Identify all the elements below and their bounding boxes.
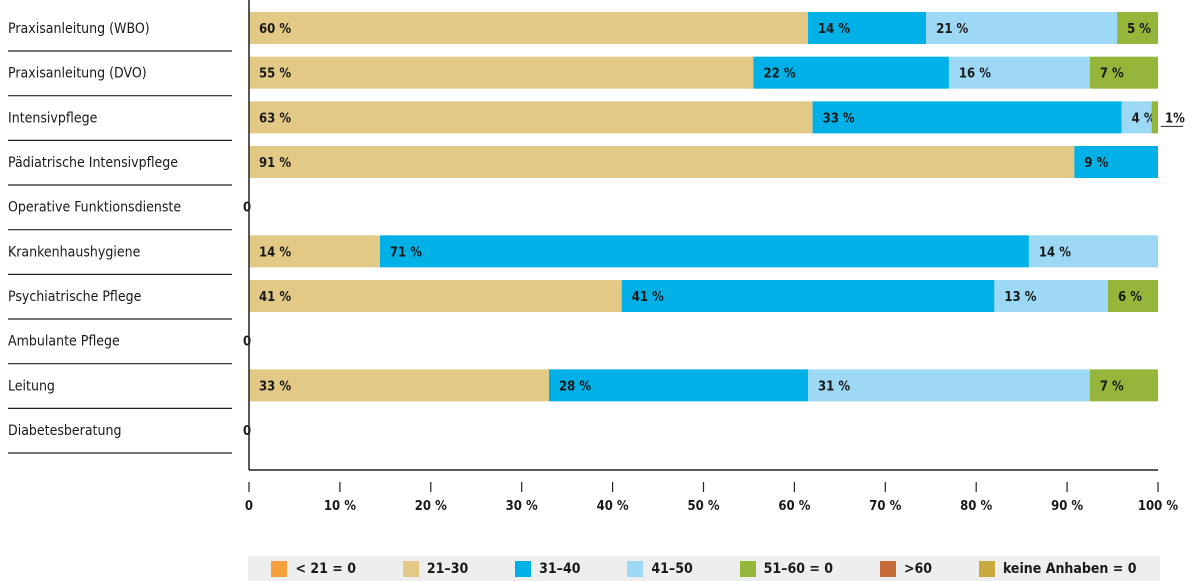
bar-segment [249,369,549,402]
segment-label: 60 % [259,22,291,37]
bar-segment [753,56,949,89]
bar-segment [379,235,1029,268]
legend-label: 51–60 = 0 [763,560,834,577]
segment-label: 22 % [763,67,795,82]
bar-segment [808,12,927,44]
bar-segment [1028,235,1158,268]
row-label: Pädiatrische Intensivpflege [8,155,178,171]
legend-item: keine Anhaben = 0 [978,560,1137,577]
x-tick-label: 40 % [597,499,629,514]
legend-swatch [879,560,896,577]
bar-segment [249,56,754,89]
legend-item: >60 [879,560,933,577]
legend-swatch [515,560,532,577]
x-tick-label: 0 [245,499,253,514]
bar-segment [249,12,809,44]
stacked-bar-chart: Praxisanleitung (WBO) 60 % 14 % 21 % 5 % Prax… [8,0,1185,514]
bar-segment [808,369,1090,402]
legend-label: 31–40 [539,560,581,577]
x-tick-label: 20 % [415,499,447,514]
legend-item: 21–30 [402,560,469,577]
segment-label: 5 % [1127,22,1151,37]
x-tick-label: 100 % [1138,499,1178,514]
segment-label: 13 % [1004,290,1036,305]
legend-label: 41–50 [651,560,693,577]
row-label: Psychiatrische Pflege [8,289,142,305]
segment-label: 21 % [936,22,968,37]
bar-segment [548,369,809,402]
row-label: Leitung [8,378,55,394]
legend-swatch [978,560,995,577]
row-label: Ambulante Pflege [8,334,120,350]
legend-label: < 21 = 0 [295,560,356,577]
legend-label: >60 [903,560,933,577]
segment-label: 91 % [259,156,291,171]
x-tick-label: 60 % [778,499,810,514]
bar-segment [1089,369,1158,402]
bar-segment [1117,12,1158,44]
segment-label: 31 % [818,379,850,394]
x-tick-label: 30 % [506,499,538,514]
row-label: Intensivpflege [8,110,98,126]
segment-label: 14 % [818,22,850,37]
legend-swatch [627,560,644,577]
bar-segment [812,101,1122,134]
x-tick-label: 80 % [960,499,992,514]
legend-item: 41–50 [627,560,693,577]
bar-segment [1121,101,1152,134]
segment-label: 55 % [259,67,291,82]
bar-segment [1074,146,1158,179]
bar-segment [926,12,1118,44]
segment-label: 41 % [259,290,291,305]
row-label: Praxisanleitung (DVO) [8,66,147,82]
segment-label: 33 % [823,111,855,126]
zero-value-label: 0 [243,335,251,350]
zero-value-label: 0 [243,201,251,216]
bar-segment [249,146,1075,179]
segment-label: 14 % [259,245,291,260]
bar-segment [249,235,380,268]
bar-segment [1108,280,1158,313]
segment-label: 1% [1165,111,1185,126]
bar-segment [948,56,1090,89]
legend-item: < 21 = 0 [271,560,356,577]
chart-legend: < 21 = 0 21–30 31–40 41–50 51–60 = 0 >60 keine… [248,556,1160,581]
bar-segment [249,280,622,313]
segment-label: 16 % [959,67,991,82]
x-tick-label: 50 % [687,499,719,514]
bar-segment [994,280,1109,313]
x-tick-label: 70 % [869,499,901,514]
bar-segment [1089,56,1158,89]
legend-item: 51–60 = 0 [739,560,834,577]
segment-label: 9 % [1084,156,1108,171]
legend-label: 21–30 [426,560,469,577]
bar-segment [249,101,813,134]
zero-value-label: 0 [243,424,251,439]
segment-label: 14 % [1039,245,1071,260]
segment-label: 33 % [259,379,291,394]
segment-label: 6 % [1118,290,1142,305]
segment-label: 7 % [1100,67,1124,82]
legend-swatch [739,560,756,577]
x-tick-label: 90 % [1051,499,1083,514]
row-label: Praxisanleitung (WBO) [8,21,150,37]
row-label: Operative Funktionsdienste [8,200,181,216]
row-label: Diabetesberatung [8,423,121,439]
legend-label: keine Anhaben = 0 [1002,560,1137,577]
bar-segment [1151,101,1158,134]
segment-label: 28 % [559,379,591,394]
bar-segment [621,280,995,313]
segment-label: 4 % [1132,111,1156,126]
legend-swatch [271,560,288,577]
segment-label: 63 % [259,111,291,126]
x-tick-label: 10 % [324,499,356,514]
legend-item: 31–40 [515,560,581,577]
segment-label: 7 % [1100,379,1124,394]
segment-label: 71 % [390,245,422,260]
legend-swatch [402,560,419,577]
row-label: Krankenhaushygiene [8,244,141,260]
segment-label: 41 % [632,290,664,305]
